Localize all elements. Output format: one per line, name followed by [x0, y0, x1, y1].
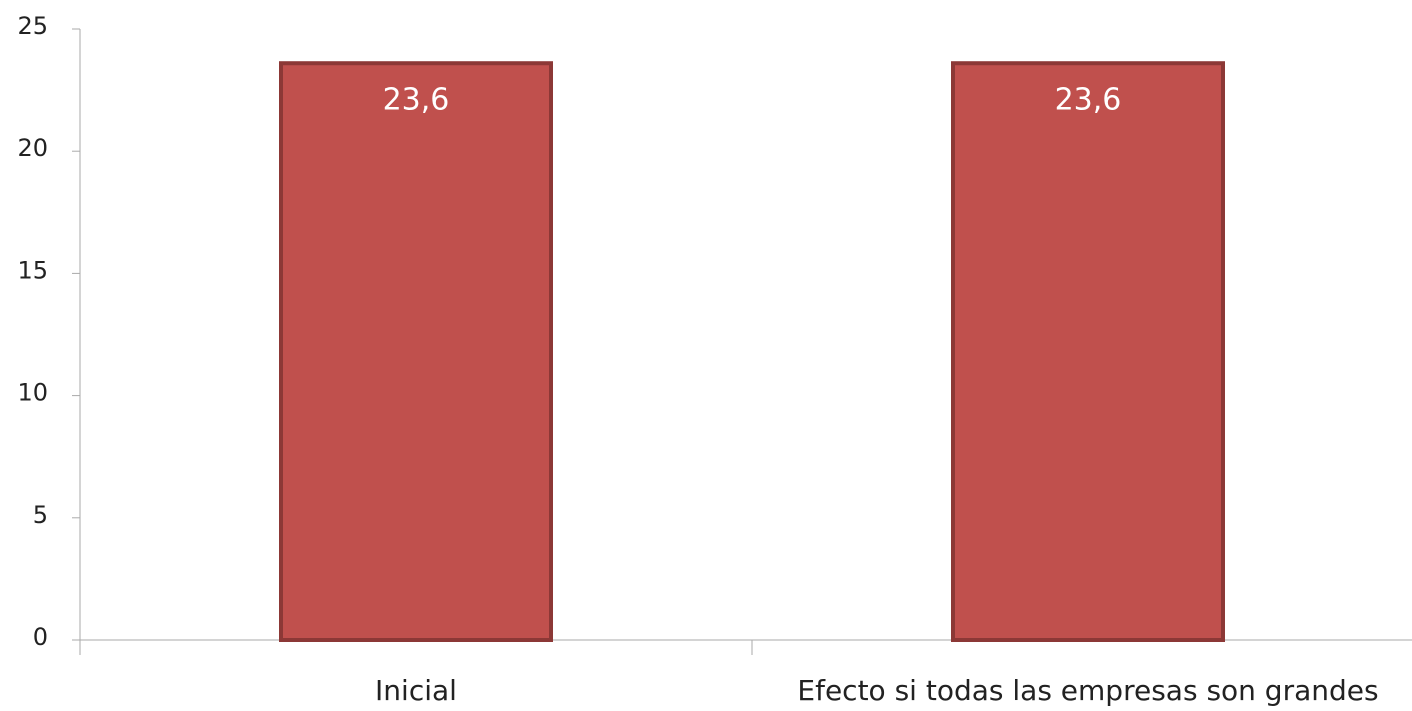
y-tick-label: 10: [17, 379, 48, 407]
y-tick-label: 25: [17, 12, 48, 40]
y-tick-label: 20: [17, 134, 48, 162]
y-tick-label: 5: [33, 501, 48, 529]
bar: [279, 61, 553, 642]
value-label: 23,6: [383, 83, 450, 118]
value-label: 23,6: [1055, 83, 1122, 118]
y-tick-label: 15: [17, 256, 48, 284]
x-tick-label: Efecto si todas las empresas son grandes: [797, 674, 1378, 707]
x-tick-label: Inicial: [375, 674, 457, 707]
y-tick-label: 0: [33, 623, 48, 651]
bar: [951, 61, 1225, 642]
